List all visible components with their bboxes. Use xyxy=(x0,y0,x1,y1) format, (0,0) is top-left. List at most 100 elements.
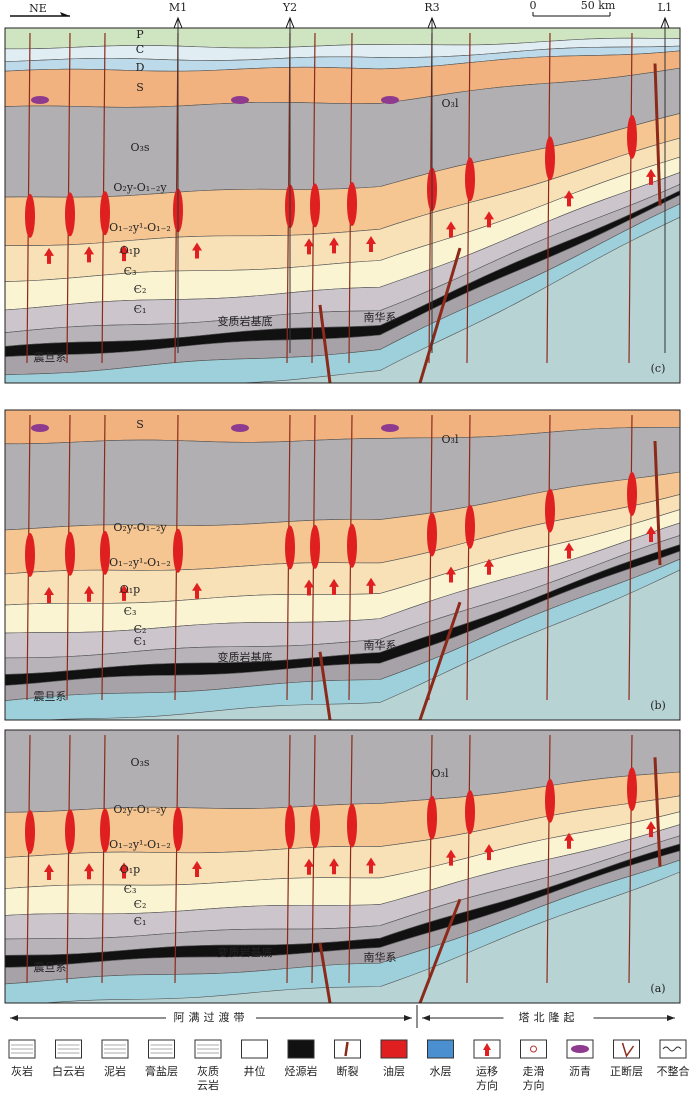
direction-label: NE xyxy=(29,2,47,15)
stratum-label: O₂y-O₁₋₂y xyxy=(113,521,167,534)
legend-label: 灰质 xyxy=(197,1064,219,1078)
fracture xyxy=(286,734,291,984)
fracture xyxy=(628,32,633,364)
stratum-label: O₃l xyxy=(432,767,449,780)
oil-layer xyxy=(347,523,357,568)
legend-swatch xyxy=(287,1039,315,1059)
legend-label: 泥岩 xyxy=(104,1064,126,1078)
legend-label: 不整合 xyxy=(657,1064,690,1078)
arrowhead xyxy=(10,1015,18,1021)
bitumen xyxy=(231,424,249,432)
migration-arrow xyxy=(446,849,456,866)
zone-label-bg xyxy=(166,1010,256,1026)
stratum-label: 变质岩基底 xyxy=(218,314,273,328)
scale-end: 50 km xyxy=(581,0,616,12)
legend-label: 正断层 xyxy=(610,1064,643,1078)
stratum-label: P xyxy=(136,28,144,41)
fracture xyxy=(546,414,551,701)
migration-arrow xyxy=(329,858,339,875)
migration-arrow xyxy=(564,832,574,849)
legend-label: 油层 xyxy=(383,1064,405,1078)
scale-start: 0 xyxy=(530,0,537,12)
legend-label: 方向 xyxy=(523,1078,545,1092)
stratum-label: 南华系 xyxy=(364,950,397,964)
panel-label: (a) xyxy=(650,982,665,995)
migration-arrow xyxy=(484,844,494,861)
stratum-label: Є₃ xyxy=(124,265,137,278)
legend-pattern xyxy=(571,1045,589,1053)
stratum-label: Є₃ xyxy=(124,883,137,896)
fault xyxy=(653,63,662,206)
fracture xyxy=(546,734,551,984)
oil-layer xyxy=(347,182,357,227)
migration-arrow xyxy=(84,585,94,602)
oil-layer xyxy=(25,193,35,238)
oil-layer xyxy=(100,191,110,236)
derrick-icon xyxy=(427,16,437,29)
oil-layer xyxy=(65,809,75,854)
migration-arrow xyxy=(329,237,339,254)
migration-arrow xyxy=(44,247,54,264)
legend-pattern xyxy=(344,1041,349,1057)
stratum-label: O₃s xyxy=(130,141,149,154)
stratum-label: O₁₋₂y¹-O₁₋₂ xyxy=(109,838,171,851)
migration-arrow xyxy=(564,542,574,559)
legend-swatch xyxy=(613,1039,640,1059)
stratum-label: D xyxy=(136,61,145,74)
stratum-label: O₃l xyxy=(442,433,459,446)
oil-layer xyxy=(347,803,357,848)
bitumen xyxy=(381,96,399,104)
derrick-icon xyxy=(173,16,183,29)
panel xyxy=(5,730,680,1003)
fault xyxy=(653,757,662,867)
oil-layer xyxy=(285,525,295,570)
oil-layer xyxy=(627,471,637,516)
oil-layer xyxy=(427,512,437,557)
oil-layer xyxy=(465,790,475,835)
panel-label: (c) xyxy=(651,362,666,375)
stratum-label: O₁₋₂y¹-O₁₋₂ xyxy=(109,556,171,569)
bitumen xyxy=(381,424,399,432)
panel-label: (b) xyxy=(650,699,666,712)
migration-arrow xyxy=(366,577,376,594)
migration-arrow xyxy=(564,190,574,207)
arrowhead xyxy=(667,1015,675,1021)
fracture xyxy=(428,734,433,984)
stratum-label: Є₂ xyxy=(134,898,147,911)
stratum xyxy=(5,203,680,383)
stratum-label: C xyxy=(136,43,144,56)
oil-layer xyxy=(310,524,320,569)
migration-arrow xyxy=(646,525,656,542)
direction-arrowhead xyxy=(60,12,70,16)
migration-arrow xyxy=(119,862,129,879)
stratum-label: S xyxy=(136,418,144,431)
migration-arrow xyxy=(84,863,94,880)
legend-label: 膏盐层 xyxy=(145,1064,178,1078)
zone-label-bg xyxy=(503,1010,594,1026)
migration-arrow xyxy=(484,558,494,575)
fault xyxy=(418,601,462,720)
fault xyxy=(653,440,662,566)
fault xyxy=(318,942,332,1003)
oil-layer xyxy=(173,807,183,852)
zone-label: 塔北隆起 xyxy=(519,1010,579,1024)
stratum-label: Є₂ xyxy=(134,283,147,296)
fracture xyxy=(428,414,433,701)
stratum-label: O₃s xyxy=(130,756,149,769)
migration-arrow xyxy=(84,246,94,263)
stratum-label: 南华系 xyxy=(364,310,397,324)
stratum xyxy=(5,558,680,720)
panel xyxy=(5,28,680,383)
legend-label: 云岩 xyxy=(197,1078,219,1092)
stratum-label: 南华系 xyxy=(364,638,397,652)
fracture xyxy=(311,734,316,984)
fracture xyxy=(466,414,471,701)
oil-layer xyxy=(465,504,475,549)
fault xyxy=(418,247,462,383)
well-label: Y2 xyxy=(282,1,297,14)
legend-label: 白云岩 xyxy=(52,1064,85,1078)
fracture xyxy=(546,32,551,364)
stratum-label: O₁p xyxy=(120,244,140,257)
oil-layer xyxy=(310,804,320,849)
oil-layer xyxy=(465,157,475,202)
